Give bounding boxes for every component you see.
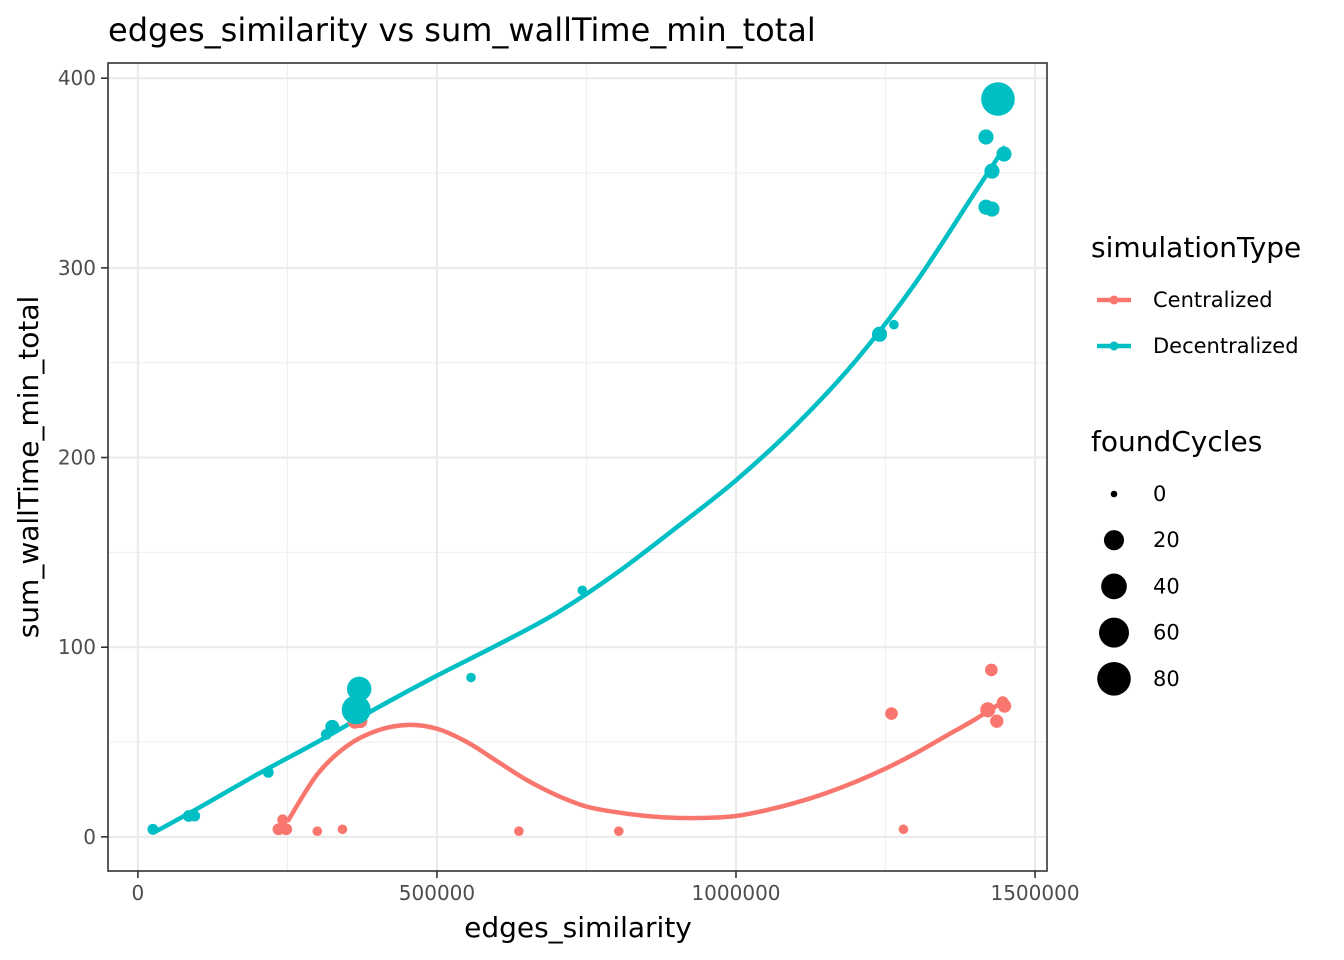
centralized-point <box>990 714 1004 728</box>
y-axis: 0 100 200 300 400 <box>58 66 108 849</box>
size-legend-circle-80 <box>1097 662 1131 696</box>
centralized-point <box>980 702 996 718</box>
size-legend-title: foundCycles <box>1091 425 1262 458</box>
data-points <box>147 82 1015 836</box>
centralized-point <box>337 824 348 835</box>
decentralized-point <box>189 810 201 822</box>
centralized-point <box>514 826 524 836</box>
y-tick-label: 300 <box>58 256 96 280</box>
centralized-point <box>985 663 998 677</box>
size-legend-label-60: 60 <box>1153 621 1180 645</box>
chart-title: edges_similarity vs sum_wallTime_min_tot… <box>108 11 816 49</box>
x-tick-label: 500000 <box>399 881 475 905</box>
decentralized-point <box>466 672 476 683</box>
decentralized-point <box>577 585 588 596</box>
x-tick-label: 1000000 <box>691 881 780 905</box>
decentralized-point <box>346 676 372 702</box>
panel-border <box>107 62 1048 872</box>
y-tick-label: 400 <box>58 66 96 90</box>
centralized-point <box>280 823 293 836</box>
decentralized-point <box>889 319 899 330</box>
size-legend-label-40: 40 <box>1153 574 1180 598</box>
size-legend: foundCycles 0 20 40 60 80 <box>1091 425 1262 696</box>
panel-background <box>108 63 1047 871</box>
decentralized-legend-label: Decentralized <box>1153 334 1299 358</box>
size-legend-label-0: 0 <box>1153 482 1166 506</box>
decentralized-trend-line <box>151 145 1008 836</box>
major-gridlines <box>108 63 1047 871</box>
y-tick-label: 0 <box>83 825 96 849</box>
trend-lines <box>151 145 1008 836</box>
decentralized-point <box>341 695 371 725</box>
decentralized-point <box>981 82 1015 116</box>
decentralized-point <box>984 163 1000 179</box>
size-legend-circle-60 <box>1099 617 1129 648</box>
y-tick-label: 200 <box>58 446 96 470</box>
x-tick-label: 0 <box>132 881 145 905</box>
minor-gridlines <box>108 63 1047 871</box>
decentralized-point <box>871 326 888 342</box>
size-legend-circle-40 <box>1101 573 1127 600</box>
centralized-point <box>898 824 909 835</box>
decentralized-point <box>984 201 1000 217</box>
decentralized-legend-dot <box>1109 341 1119 351</box>
decentralized-point <box>996 146 1012 162</box>
centralized-point <box>277 814 289 826</box>
color-legend-title: simulationType <box>1091 231 1301 264</box>
decentralized-point <box>978 129 994 145</box>
size-legend-circle-20 <box>1103 530 1125 551</box>
centralized-legend-dot <box>1109 295 1119 305</box>
plot-panel <box>107 62 1048 872</box>
size-legend-circle-0 <box>1110 490 1118 498</box>
decentralized-point <box>325 719 340 734</box>
centralized-point <box>312 826 323 836</box>
centralized-trend-line <box>285 698 1007 823</box>
x-axis: 0 500000 1000000 1500000 <box>132 871 1080 905</box>
x-tick-label: 1500000 <box>990 881 1079 905</box>
decentralized-point <box>262 766 274 778</box>
centralized-legend-label: Centralized <box>1153 288 1273 312</box>
centralized-point <box>885 707 898 720</box>
centralized-point <box>613 826 624 836</box>
size-legend-label-80: 80 <box>1153 667 1180 691</box>
color-legend: simulationType Centralized Decentralized <box>1091 231 1301 358</box>
size-legend-label-20: 20 <box>1153 528 1180 552</box>
centralized-point <box>997 699 1012 713</box>
y-axis-title: sum_wallTime_min_total <box>12 296 45 639</box>
x-axis-title: edges_similarity <box>464 911 692 944</box>
decentralized-point <box>147 823 159 835</box>
y-tick-label: 100 <box>58 635 96 659</box>
